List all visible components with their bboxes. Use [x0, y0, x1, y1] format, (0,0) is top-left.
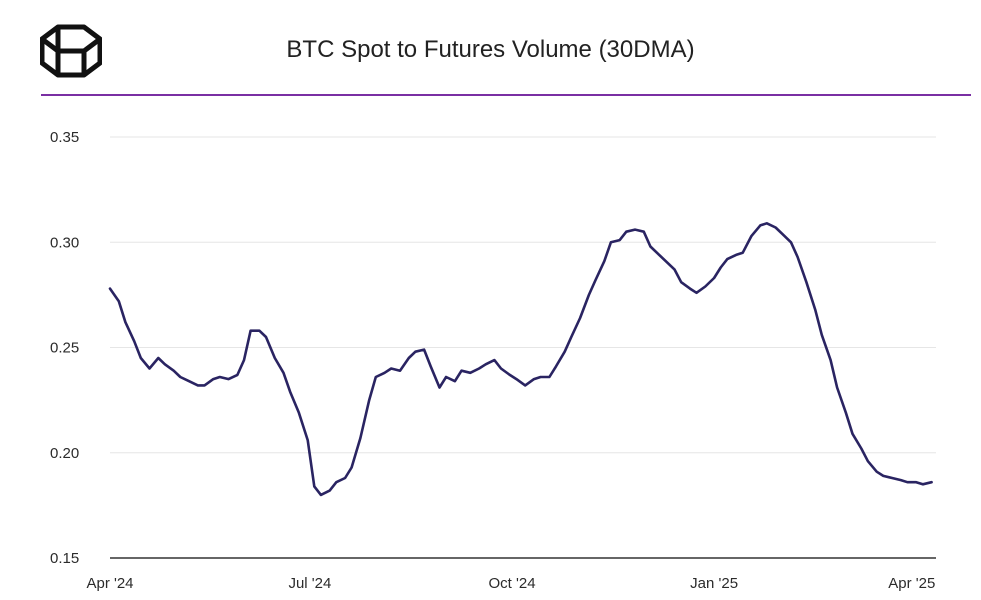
- y-tick-label: 0.20: [50, 445, 79, 462]
- series-line: [108, 222, 933, 497]
- x-axis: Apr '24 Jul '24 Oct '24 Jan '25 Apr '25: [86, 575, 935, 592]
- title-divider: [41, 94, 971, 96]
- y-tick-label: 0.15: [50, 550, 79, 567]
- x-tick-label: Apr '25: [888, 575, 935, 592]
- x-tick-label: Apr '24: [86, 575, 133, 592]
- gridlines: [110, 136, 936, 559]
- y-axis: 0.15 0.20 0.25 0.30 0.35: [50, 129, 79, 567]
- y-tick-label: 0.35: [50, 129, 79, 146]
- x-tick-label: Jan '25: [690, 575, 738, 592]
- x-tick-label: Oct '24: [488, 575, 535, 592]
- x-tick-label: Jul '24: [288, 575, 331, 592]
- cube-logo-icon: [40, 24, 102, 78]
- chart-title: BTC Spot to Futures Volume (30DMA): [286, 36, 695, 63]
- y-tick-label: 0.30: [50, 234, 79, 251]
- y-tick-label: 0.25: [50, 340, 79, 357]
